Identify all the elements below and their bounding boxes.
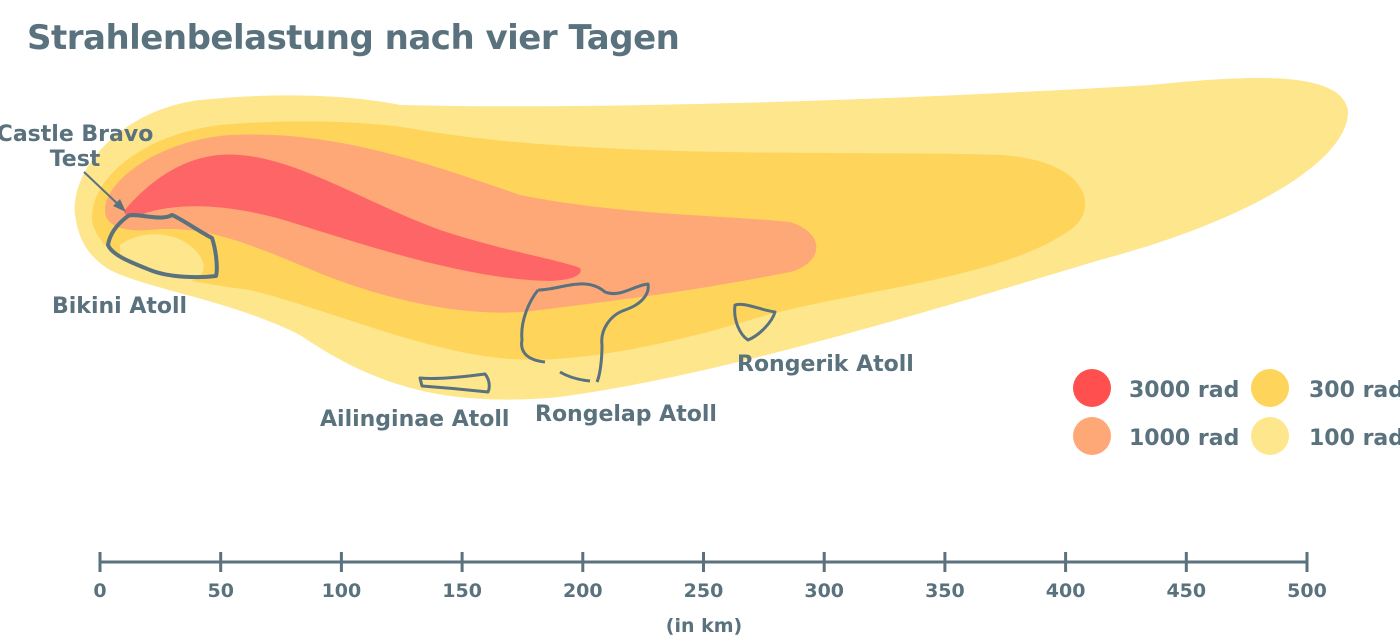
bikini-atoll-outline xyxy=(106,213,219,280)
legend-label-100: 100 rad xyxy=(1309,426,1400,451)
scale-unit-label: (in km) xyxy=(666,615,742,637)
legend-label-3000: 3000 rad xyxy=(1129,378,1239,403)
scale-tick-label: 450 xyxy=(1166,580,1206,602)
legend: 3000 rad 1000 rad 300 rad 100 rad xyxy=(1073,369,1400,455)
scale-tick-label: 350 xyxy=(925,580,965,602)
ailinginae-atoll-outline xyxy=(418,372,491,394)
legend-swatch-100 xyxy=(1251,417,1289,455)
arrow-head-icon xyxy=(113,199,126,212)
scale-tick-label: 100 xyxy=(322,580,362,602)
contour-100-inner xyxy=(120,234,204,283)
legend-swatch-300 xyxy=(1251,369,1289,407)
rongerik-atoll-label: Rongerik Atoll xyxy=(737,352,914,377)
castle-bravo-label: Castle Bravo xyxy=(0,122,153,147)
scale-tick-label: 50 xyxy=(207,580,233,602)
scale-tick-label: 300 xyxy=(804,580,844,602)
scale-tick-label: 150 xyxy=(442,580,482,602)
rongelap-atoll-outline xyxy=(520,282,650,383)
rongelap-atoll-label: Rongelap Atoll xyxy=(535,402,717,427)
bikini-atoll-label: Bikini Atoll xyxy=(52,294,187,319)
ailinginae-atoll-label: Ailinginae Atoll xyxy=(320,407,509,432)
scale-tick-label: 250 xyxy=(684,580,724,602)
rongerik-atoll-outline xyxy=(733,302,777,342)
legend-label-1000: 1000 rad xyxy=(1129,426,1239,451)
map-title: Strahlenbelastung nach vier Tagen xyxy=(27,18,680,58)
legend-swatch-3000 xyxy=(1073,369,1111,407)
scale-tick-label: 400 xyxy=(1046,580,1086,602)
test-site-arrow xyxy=(83,171,123,209)
legend-label-300: 300 rad xyxy=(1309,378,1400,403)
contour-3000-rad xyxy=(124,154,581,281)
scale-tick-label: 200 xyxy=(563,580,603,602)
distance-scale: 0 50 100 150 200 250 300 350 400 450 500 xyxy=(93,552,1327,602)
scale-tick-label: 500 xyxy=(1287,580,1327,602)
castle-bravo-label-line2: Test xyxy=(50,147,101,172)
scale-tick-label: 0 xyxy=(93,580,106,602)
legend-swatch-1000 xyxy=(1073,417,1111,455)
